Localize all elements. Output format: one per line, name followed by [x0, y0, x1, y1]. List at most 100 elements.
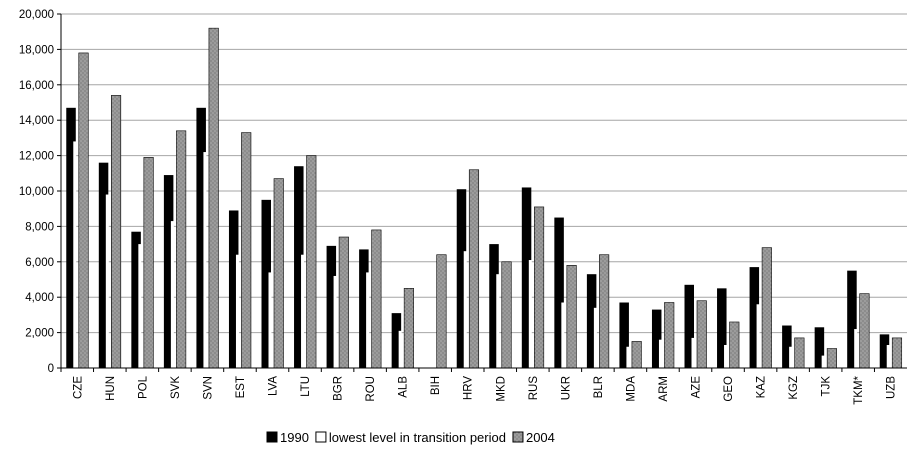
bar-2004-svk [176, 130, 187, 369]
legend-swatch [266, 431, 278, 443]
bar-lowest-hun [105, 194, 109, 368]
x-tick-label: EST [235, 376, 247, 398]
bars [66, 27, 903, 369]
bar-2004-kgz [794, 337, 805, 369]
bar-2004-rus [534, 206, 545, 369]
bar-lowest-ltu [301, 254, 305, 368]
bar-2004-mda [631, 341, 642, 369]
bar-lowest-svn [203, 152, 207, 368]
bar-2004-lva [273, 178, 284, 369]
bar-lowest-rou [366, 272, 370, 368]
y-tick-label: 0 [48, 363, 54, 375]
bar-lowest-bgr [333, 275, 337, 368]
x-tick-label: UKR [560, 376, 572, 400]
bar-2004-tjk [826, 348, 837, 369]
bar-lowest-uzb [886, 344, 890, 368]
bar-1990-svn [196, 107, 206, 368]
bar-1990-ltu [294, 166, 304, 368]
x-tick-label: UZB [886, 376, 898, 399]
legend-label: lowest level in transition period [329, 430, 506, 445]
x-tick-label: SVN [202, 376, 214, 400]
x-tick-label: RUS [528, 376, 540, 401]
bar-1990-geo [717, 288, 727, 368]
bar-2004-tkm [859, 293, 870, 369]
bar-lowest-pol [138, 244, 142, 368]
y-axis-ticks: 0 2,000 4,000 6,000 8,000 10,000 12,000 14,000 1… [19, 9, 61, 375]
bar-1990-uzb [879, 334, 890, 368]
bar-2004-uzb [891, 337, 903, 369]
bar-2004-ukr [566, 265, 577, 369]
bar-2004-rou [371, 229, 382, 369]
bar-2004-geo [729, 321, 740, 369]
bar-2004-pol [143, 157, 154, 369]
x-tick-label: KAZ [756, 376, 768, 398]
x-tick-label: TKM* [853, 375, 865, 404]
bar-1990-hrv [456, 189, 467, 368]
bar-lowest-ukr [561, 302, 565, 368]
x-tick-label: ARM [658, 376, 670, 402]
x-tick-label: ROU [365, 376, 377, 402]
bar-lowest-bih [431, 337, 435, 368]
legend-swatch [315, 431, 327, 443]
bar-2004-svn [208, 27, 219, 369]
bar-1990-kgz [782, 325, 792, 368]
bar-lowest-kaz [756, 304, 760, 368]
y-tick-label: 2,000 [25, 328, 54, 340]
bar-1990-hun [98, 162, 109, 368]
bar-2004-mkd [501, 261, 512, 369]
x-tick-label: TJK [821, 376, 833, 397]
bar-1990-est [228, 210, 239, 368]
x-tick-label: CZE [72, 376, 84, 399]
bar-1990-pol [131, 231, 141, 368]
y-tick-label: 10,000 [19, 186, 54, 198]
bar-2004-cze [78, 52, 89, 369]
bar-1990-mda [619, 302, 629, 368]
y-tick-label: 6,000 [25, 257, 54, 269]
x-tick-label: SVK [170, 376, 182, 399]
bar-1990-mkd [489, 244, 499, 368]
grid-layer [61, 13, 907, 334]
y-tick-label: 4,000 [25, 292, 54, 304]
bar-1990-ukr [554, 217, 564, 368]
bar-lowest-tjk [821, 355, 825, 368]
bar-1990-cze [66, 107, 76, 368]
y-tick-label: 20,000 [19, 9, 54, 21]
y-tick-label: 14,000 [19, 115, 54, 127]
bar-2004-bih [436, 254, 447, 369]
bar-1990-blr [586, 274, 597, 368]
bar-lowest-mkd [496, 274, 500, 368]
bar-lowest-lva [268, 272, 272, 368]
bar-lowest-blr [593, 307, 597, 368]
x-tick-label: AZE [691, 376, 703, 399]
x-axis-ticks: CZE HUN POL SVK SVN EST LVA LTU BGR ROU ALB BIH HRV M… [60, 368, 898, 405]
bar-1990-bgr [326, 245, 337, 368]
legend-swatch [512, 431, 524, 443]
x-tick-label: BIH [430, 376, 442, 395]
bar-lowest-alb [398, 330, 402, 368]
legend-label: 1990 [280, 430, 309, 445]
legend-label: 2004 [526, 430, 555, 445]
bar-1990-svk [163, 175, 174, 368]
bar-1990-rou [359, 249, 369, 368]
y-tick-label: 18,000 [19, 44, 54, 56]
bar-2004-ltu [306, 155, 317, 369]
bar-2004-hrv [468, 169, 480, 369]
x-tick-label: MDA [625, 376, 637, 402]
x-tick-label: HUN [105, 376, 117, 401]
legend: 1990 lowest level in transition period 200… [266, 430, 555, 445]
bar-lowest-mda [626, 346, 630, 368]
bar-2004-bgr [338, 236, 349, 369]
bar-2004-hun [111, 95, 122, 369]
bar-2004-arm [664, 302, 675, 369]
bar-1990-tkm [847, 270, 857, 368]
x-tick-label: BLR [593, 376, 605, 398]
bar-lowest-geo [724, 344, 728, 368]
x-tick-label: LTU [300, 376, 312, 397]
bar-2004-blr [599, 254, 610, 369]
bar-lowest-est [235, 254, 239, 368]
x-tick-label: BGR [333, 376, 345, 401]
bar-lowest-svk [170, 221, 174, 368]
bar-lowest-tkm [854, 329, 858, 368]
x-tick-label: HRV [463, 376, 475, 400]
